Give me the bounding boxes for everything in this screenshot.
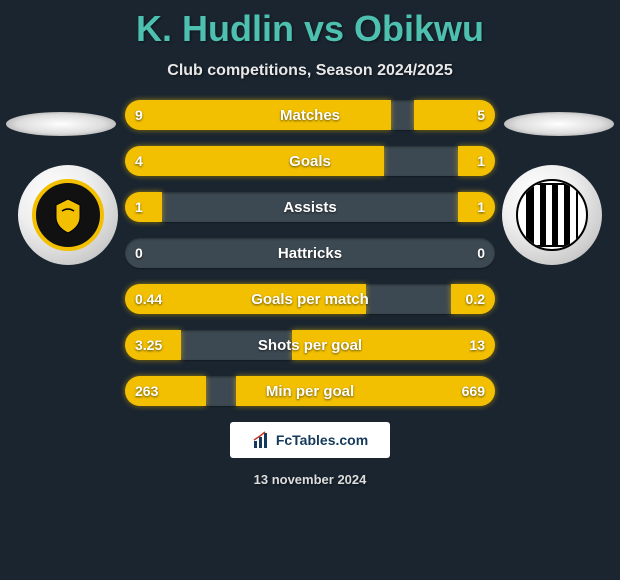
stat-label: Hattricks xyxy=(125,238,495,268)
stat-value-right: 669 xyxy=(452,376,495,406)
stat-bars: Matches95Goals41Assists11Hattricks00Goal… xyxy=(125,100,495,406)
stat-value-right: 1 xyxy=(467,192,495,222)
brand-text: FcTables.com xyxy=(276,432,368,448)
stat-label: Min per goal xyxy=(125,376,495,406)
stat-value-right: 13 xyxy=(459,330,495,360)
stat-value-right: 5 xyxy=(467,100,495,130)
stat-label: Assists xyxy=(125,192,495,222)
stat-value-right: 0.2 xyxy=(456,284,495,314)
stat-value-left: 263 xyxy=(125,376,168,406)
stat-row: Assists1 1 xyxy=(125,192,495,222)
comparison-area: Matches95Goals41Assists11Hattricks00Goal… xyxy=(0,100,620,406)
stat-row: Goals per match0.44 0.2 xyxy=(125,284,495,314)
stat-label: Goals per match xyxy=(125,284,495,314)
stat-row: Hattricks0 0 xyxy=(125,238,495,268)
shadow-oval-left xyxy=(6,112,116,136)
shadow-oval-right xyxy=(504,112,614,136)
stat-value-left: 9 xyxy=(125,100,153,130)
page-subtitle: Club competitions, Season 2024/2025 xyxy=(0,62,620,80)
stripes-icon xyxy=(526,183,578,247)
stat-value-left: 4 xyxy=(125,146,153,176)
page-title: K. Hudlin vs Obikwu xyxy=(0,0,620,50)
stat-row: Min per goal263 669 xyxy=(125,376,495,406)
stat-label: Matches xyxy=(125,100,495,130)
stat-row: Shots per goal3.25 13 xyxy=(125,330,495,360)
club-badge-right xyxy=(502,165,602,265)
stat-value-left: 0.44 xyxy=(125,284,172,314)
stat-row: Matches9 5 xyxy=(125,100,495,130)
club-badge-left xyxy=(18,165,118,265)
stat-value-left: 3.25 xyxy=(125,330,172,360)
stat-value-left: 1 xyxy=(125,192,153,222)
grimsby-town-crest xyxy=(516,179,588,251)
stat-value-right: 1 xyxy=(467,146,495,176)
newport-county-crest xyxy=(32,179,104,251)
shield-icon xyxy=(48,195,88,235)
brand-logo[interactable]: FcTables.com xyxy=(230,422,390,458)
footer-date: 13 november 2024 xyxy=(0,472,620,487)
stat-row: Goals4 1 xyxy=(125,146,495,176)
stat-label: Goals xyxy=(125,146,495,176)
chart-icon xyxy=(252,430,272,450)
stat-value-right: 0 xyxy=(467,238,495,268)
stat-label: Shots per goal xyxy=(125,330,495,360)
stat-value-left: 0 xyxy=(125,238,153,268)
